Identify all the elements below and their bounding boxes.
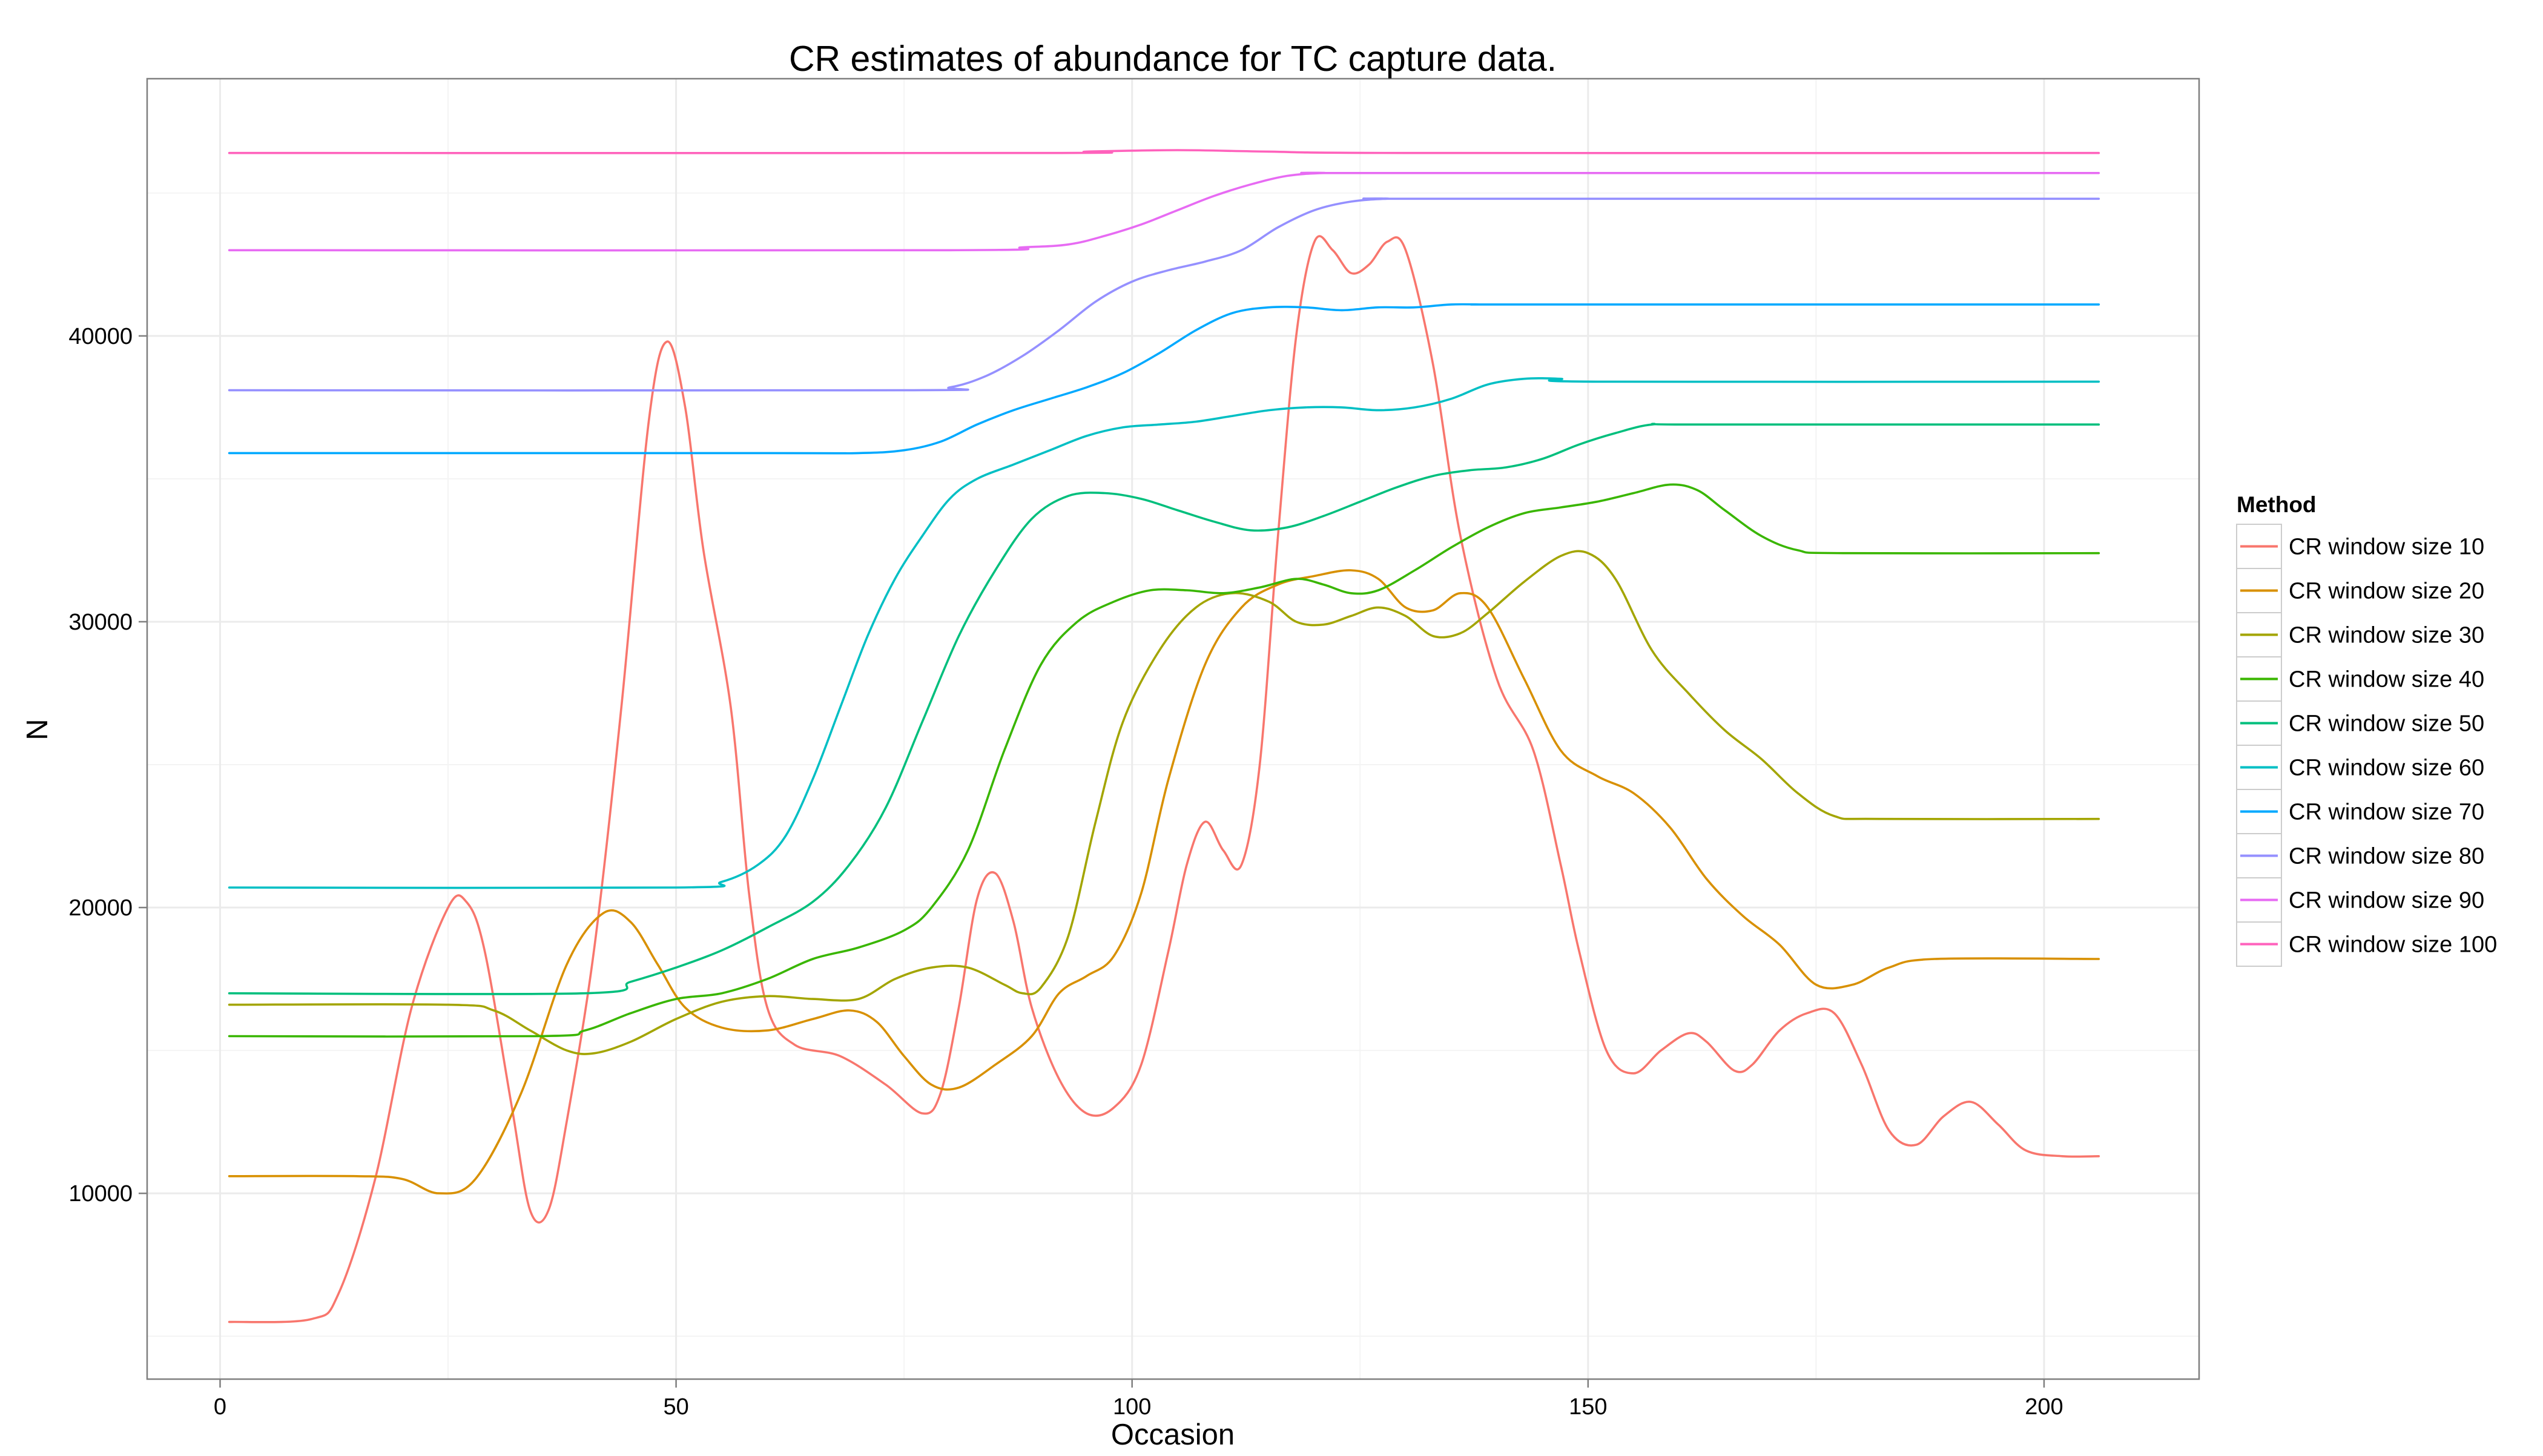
x-tick-label: 200 <box>2025 1394 2063 1420</box>
x-tick-label: 0 <box>214 1394 226 1420</box>
axes: 0 50 100 150 200 10000 20000 30000 40000 <box>68 77 2200 1420</box>
legend-label: CR window size 40 <box>2289 667 2484 693</box>
legend-item: CR window size 50 <box>2236 700 2484 746</box>
chart-title: CR estimates of abundance for TC capture… <box>789 39 1557 79</box>
y-tick-label: 20000 <box>68 895 133 921</box>
legend-label: CR window size 70 <box>2289 800 2484 825</box>
series-line-2 <box>228 569 2100 1195</box>
legend-item: CR window size 60 <box>2236 745 2484 790</box>
x-axis-label: Occasion <box>1111 1418 1235 1451</box>
legend-label: CR window size 90 <box>2289 888 2484 914</box>
series-line-5 <box>228 423 2100 995</box>
series-line-4 <box>228 483 2100 1038</box>
legend-item: CR window size 10 <box>2236 524 2484 569</box>
panel-border <box>146 77 2200 1380</box>
y-tick-label: 40000 <box>68 324 133 349</box>
plot-panel <box>147 79 2199 1379</box>
series-line-10 <box>228 149 2100 154</box>
y-tick-label: 10000 <box>68 1181 133 1207</box>
legend-label: CR window size 50 <box>2289 711 2484 737</box>
legend-label: CR window size 20 <box>2289 579 2484 604</box>
series-line-8 <box>228 197 2100 392</box>
series-line-7 <box>228 303 2100 455</box>
y-axis-label: N <box>21 719 54 740</box>
legend-label: CR window size 30 <box>2289 623 2484 648</box>
legend-item: CR window size 40 <box>2236 656 2484 702</box>
plot-area <box>147 79 2199 1379</box>
x-tick-label: 50 <box>663 1394 688 1420</box>
legend-items: CR window size 10 CR window size 20 CR win… <box>2236 524 2497 967</box>
series-line-3 <box>228 550 2100 1055</box>
series-line-6 <box>228 377 2100 889</box>
series-line-9 <box>228 171 2100 252</box>
legend-label: CR window size 60 <box>2289 756 2484 781</box>
series-lines <box>228 149 2100 1323</box>
legend-item: CR window size 20 <box>2236 568 2484 613</box>
series-line-1 <box>228 235 2100 1323</box>
legend: Method CR window size 10 CR window size 2… <box>2236 492 2497 967</box>
y-tick-label: 30000 <box>68 610 133 635</box>
x-tick-label: 100 <box>1113 1394 1151 1420</box>
legend-title: Method <box>2237 492 2317 517</box>
legend-item: CR window size 30 <box>2236 612 2484 657</box>
x-tick-label: 150 <box>1569 1394 1607 1420</box>
legend-label: CR window size 100 <box>2289 932 2497 958</box>
legend-item: CR window size 70 <box>2236 789 2484 834</box>
legend-label: CR window size 80 <box>2289 844 2484 869</box>
legend-label: CR window size 10 <box>2289 535 2484 560</box>
legend-item: CR window size 100 <box>2236 921 2497 967</box>
